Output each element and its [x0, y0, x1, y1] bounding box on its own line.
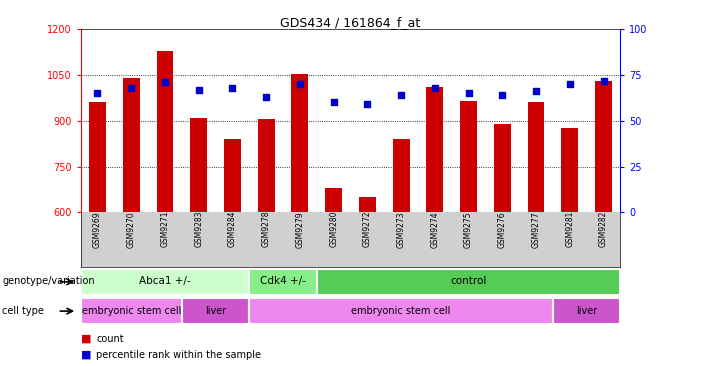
Point	[564, 81, 576, 87]
Text: liver: liver	[205, 306, 226, 315]
Text: control: control	[450, 276, 486, 286]
Bar	[460, 101, 477, 212]
Bar	[224, 139, 241, 212]
Bar	[258, 119, 275, 212]
Text: genotype/variation: genotype/variation	[2, 276, 95, 286]
Text: Cdk4 +/-: Cdk4 +/-	[260, 276, 306, 286]
Bar	[553, 298, 620, 324]
Point	[227, 85, 238, 91]
Point	[193, 87, 204, 93]
Bar	[156, 51, 173, 212]
Text: embryonic stem cell: embryonic stem cell	[351, 306, 451, 315]
Point	[125, 85, 137, 91]
Bar	[426, 87, 443, 212]
Bar	[190, 118, 207, 212]
Bar	[494, 124, 511, 212]
Point	[531, 89, 542, 94]
Point	[497, 92, 508, 98]
Bar	[81, 269, 250, 295]
Point	[598, 78, 609, 83]
Bar	[292, 74, 308, 212]
Point	[463, 90, 474, 96]
Bar	[182, 298, 250, 324]
Bar	[89, 102, 106, 212]
Point	[92, 90, 103, 96]
Text: cell type: cell type	[2, 306, 44, 315]
Point	[429, 85, 440, 91]
Bar	[562, 128, 578, 212]
Text: GDS434 / 161864_f_at: GDS434 / 161864_f_at	[280, 16, 421, 30]
Bar	[359, 197, 376, 212]
Point	[362, 101, 373, 107]
Bar	[123, 78, 139, 212]
Point	[159, 79, 170, 85]
Bar	[325, 188, 342, 212]
Point	[294, 81, 306, 87]
Text: ■: ■	[81, 333, 91, 344]
Text: embryonic stem cell: embryonic stem cell	[81, 306, 181, 315]
Text: ■: ■	[81, 350, 91, 360]
Text: Abca1 +/-: Abca1 +/-	[139, 276, 191, 286]
Bar	[317, 269, 620, 295]
Bar	[595, 81, 612, 212]
Bar	[528, 102, 545, 212]
Bar	[250, 269, 317, 295]
Point	[395, 92, 407, 98]
Text: count: count	[96, 333, 123, 344]
Text: liver: liver	[576, 306, 597, 315]
Text: percentile rank within the sample: percentile rank within the sample	[96, 350, 261, 360]
Point	[261, 94, 272, 100]
Bar	[81, 298, 182, 324]
Bar	[393, 139, 409, 212]
Bar	[250, 298, 553, 324]
Point	[328, 100, 339, 105]
